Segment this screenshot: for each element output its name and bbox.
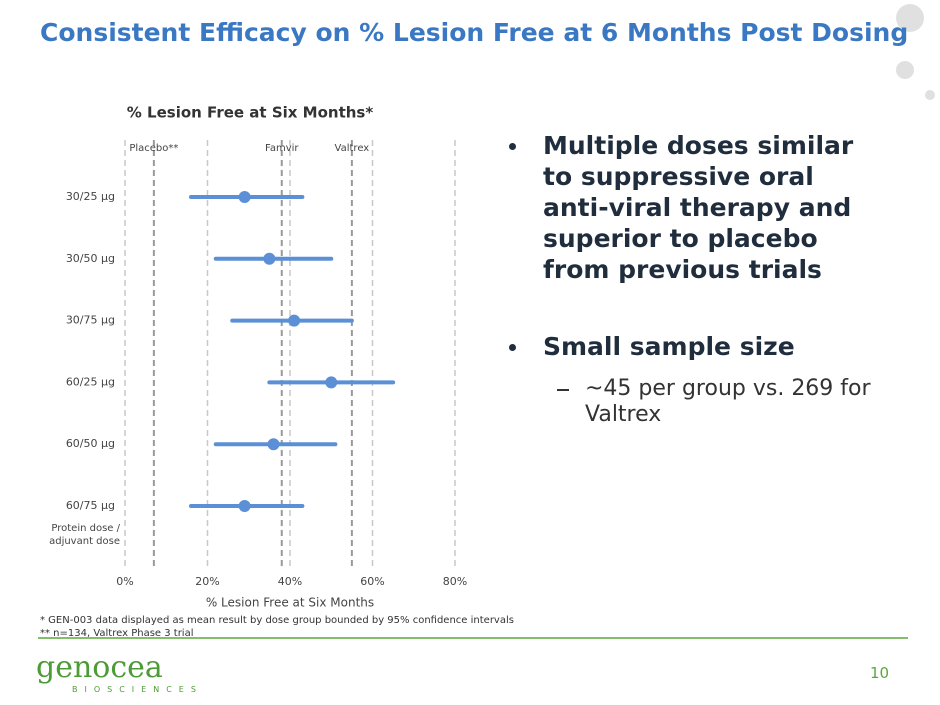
category-axis-label-box: Protein dose / adjuvant dose [49,523,120,547]
sub-bullet: ~45 per group vs. 269 for Valtrex [543,376,885,428]
bullet: Multiple doses similar to suppressive or… [505,130,885,285]
logo: genocea [36,650,163,685]
x-tick-label: 60% [360,575,384,588]
bullet: Small sample size ~45 per group vs. 269 f… [505,331,885,428]
x-tick-label: 80% [443,575,467,588]
x-tick-label: 40% [278,575,302,588]
x-axis-label: % Lesion Free at Six Months [206,596,374,610]
mean-point [267,438,280,451]
slide-title: Consistent Efficacy on % Lesion Free at … [40,18,909,47]
logo-tagline: BIOSCIENCES [72,685,203,694]
y-tick-label: 30/75 µg [66,314,115,327]
mean-point [238,191,251,203]
reference-label: Famvir [265,143,299,154]
mean-point [325,376,338,389]
mean-point [238,500,251,512]
mean-point [263,252,276,265]
y-tick-label: 60/75 µg [66,499,115,512]
decoration [896,4,935,100]
x-tick-label: 0% [116,575,133,588]
reference-label: Valtrex [335,143,370,154]
footnote: ** n=134, Valtrex Phase 3 trial [40,628,194,639]
category-axis-label: Protein dose / adjuvant dose [49,523,120,547]
bullets: Multiple doses similar to suppressive or… [505,130,885,474]
reference-label: Placebo** [129,143,178,154]
chart-title: % Lesion Free at Six Months* [127,104,374,122]
page-number: 10 [870,664,890,682]
y-tick-label: 30/25 µg [66,190,115,203]
y-tick-label: 60/50 µg [66,437,115,450]
y-tick-label: 60/25 µg [66,375,115,388]
x-tick-label: 20% [195,575,219,588]
footnote: * GEN-003 data displayed as mean result … [40,615,514,626]
y-tick-label: 30/50 µg [66,252,115,265]
mean-point [288,314,301,327]
